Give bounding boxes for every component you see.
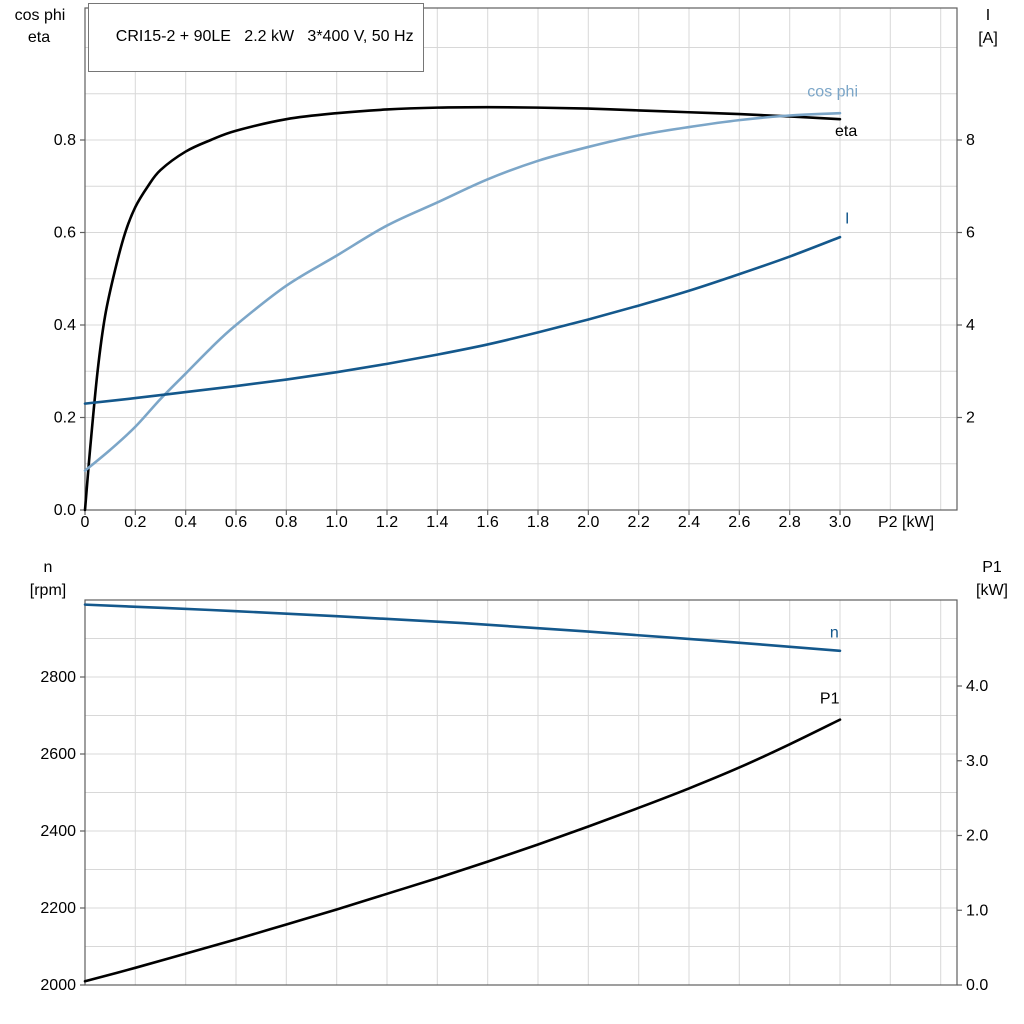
- x-tick-label: 3.0: [829, 514, 851, 531]
- curve-n: [83, 603, 842, 653]
- left-tick-label: 2000: [40, 977, 76, 994]
- chart-title-box: CRI15-2 + 90LE 2.2 kW 3*400 V, 50 Hz: [88, 3, 424, 72]
- x-tick-label: 2.0: [577, 514, 599, 531]
- curve-name-labels: eta cos phi In P1: [807, 83, 858, 707]
- x-tick-label: 2.8: [779, 514, 801, 531]
- x-tick-label: 0.4: [175, 514, 197, 531]
- right-tick-label: 0.0: [966, 977, 988, 994]
- x-tick-label: 0.6: [225, 514, 247, 531]
- top-right-axis-title-unit-amps: [A]: [978, 30, 998, 47]
- x-tick-label: 0.8: [275, 514, 297, 531]
- curve-cos-phi: [83, 111, 842, 472]
- right-tick-label: 2: [966, 410, 975, 427]
- right-tick-label: 1.0: [966, 902, 988, 919]
- left-tick-label: 0.8: [54, 132, 76, 149]
- curve-label-eta: eta: [835, 123, 857, 140]
- x-tick-label: 1.8: [527, 514, 549, 531]
- left-tick-label: 0.0: [54, 502, 76, 519]
- left-tick-label: 0.4: [54, 317, 76, 334]
- bottom-right-axis-title-p1: P1: [982, 559, 1002, 576]
- axis-corner-titles: cos phi eta I [A] P2 [kW] n [rpm] P1 [kW…: [15, 7, 1008, 599]
- left-tick-label: 2600: [40, 746, 76, 763]
- axis-ticks-and-labels: 0.0 0.2 0.4 0.6 0.8 2 4 6 8 0 0.2 0.4 0.6 0.8 1.0 1.2 1.…: [40, 132, 988, 994]
- x-tick-label: 2.2: [628, 514, 650, 531]
- right-tick-label: 3.0: [966, 753, 988, 770]
- top-left-axis-title-eta: eta: [28, 29, 50, 46]
- curve-i: [83, 235, 842, 405]
- chart-title-text: CRI15-2 + 90LE 2.2 kW 3*400 V, 50 Hz: [115, 28, 414, 45]
- gridlines: [85, 8, 957, 985]
- plot-frames: [84, 7, 958, 986]
- plot-frame: [84, 599, 958, 986]
- left-tick-label: 0.2: [54, 410, 76, 427]
- top-right-axis-title-current: I: [986, 7, 990, 24]
- x-tick-label: 2.4: [678, 514, 700, 531]
- top-left-axis-title-cos-phi: cos phi: [15, 7, 66, 24]
- data-curves: [83, 105, 842, 983]
- curve-label-i: I: [845, 211, 849, 228]
- x-tick-label: 1.4: [426, 514, 448, 531]
- right-tick-label: 2.0: [966, 828, 988, 845]
- right-tick-label: 4.0: [966, 678, 988, 695]
- left-tick-label: 2400: [40, 823, 76, 840]
- curve-label-n: n: [830, 625, 839, 642]
- x-tick-label: 1.2: [376, 514, 398, 531]
- bottom-left-axis-title-speed: n: [44, 559, 53, 576]
- right-tick-label: 8: [966, 132, 975, 149]
- x-axis-title-p2-kw: P2 [kW]: [878, 514, 934, 531]
- x-tick-label: 0: [81, 514, 90, 531]
- right-tick-label: 6: [966, 225, 975, 242]
- curve-label-cos-phi: cos phi: [807, 83, 858, 100]
- x-tick-label: 0.2: [124, 514, 146, 531]
- left-tick-label: 0.6: [54, 225, 76, 242]
- bottom-right-axis-title-unit-kw: [kW]: [976, 582, 1008, 599]
- x-tick-label: 2.6: [728, 514, 750, 531]
- curve-label-p1: P1: [820, 691, 840, 708]
- left-tick-label: 2800: [40, 669, 76, 686]
- left-tick-label: 2200: [40, 900, 76, 917]
- curve-p1: [83, 718, 842, 983]
- x-tick-label: 1.6: [477, 514, 499, 531]
- plot-frame: [84, 7, 958, 511]
- x-tick-label: 1.0: [326, 514, 348, 531]
- curve-eta: [83, 105, 842, 512]
- bottom-left-axis-title-unit-rpm: [rpm]: [30, 582, 66, 599]
- right-tick-label: 4: [966, 317, 975, 334]
